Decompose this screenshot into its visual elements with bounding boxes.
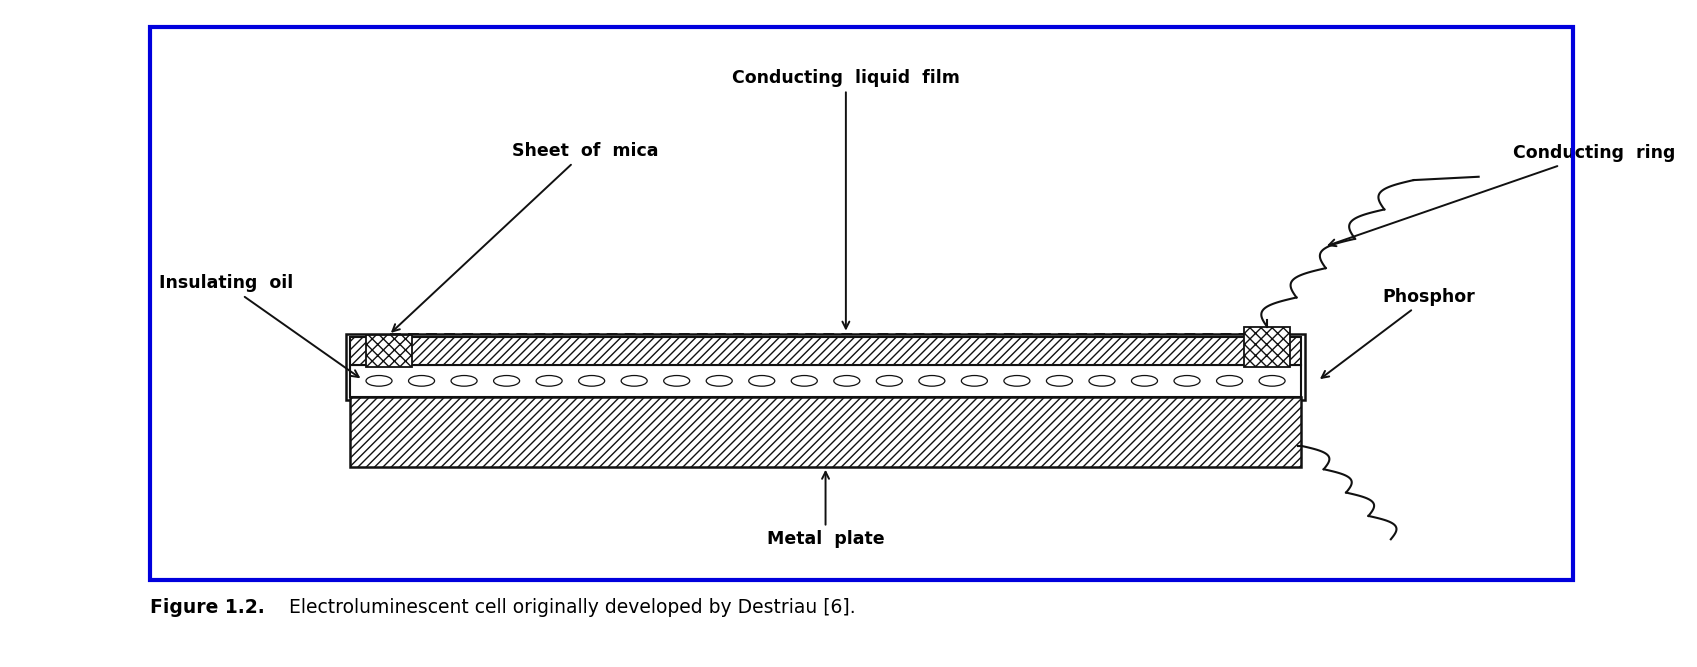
Circle shape — [706, 376, 731, 386]
Circle shape — [409, 376, 434, 386]
Circle shape — [833, 376, 860, 386]
Text: Electroluminescent cell originally developed by Destriau [6].: Electroluminescent cell originally devel… — [277, 598, 855, 617]
Bar — [350, 365, 1302, 397]
Text: Figure 1.2.: Figure 1.2. — [149, 598, 265, 617]
Bar — [149, 27, 1573, 580]
Circle shape — [962, 376, 988, 386]
Text: Insulating  oil: Insulating oil — [158, 275, 358, 377]
Circle shape — [451, 376, 477, 386]
Circle shape — [1259, 376, 1285, 386]
Circle shape — [1089, 376, 1115, 386]
Circle shape — [579, 376, 604, 386]
Circle shape — [664, 376, 689, 386]
Circle shape — [494, 376, 519, 386]
Circle shape — [367, 376, 392, 386]
Circle shape — [1174, 376, 1200, 386]
Text: Sheet  of  mica: Sheet of mica — [392, 142, 658, 331]
Text: Conducting  liquid  film: Conducting liquid film — [731, 69, 961, 329]
Circle shape — [918, 376, 945, 386]
Circle shape — [1047, 376, 1073, 386]
Text: Metal  plate: Metal plate — [767, 472, 884, 548]
Bar — [346, 334, 1305, 400]
Circle shape — [621, 376, 647, 386]
Bar — [350, 337, 1302, 365]
Circle shape — [1132, 376, 1157, 386]
Circle shape — [1005, 376, 1030, 386]
Circle shape — [791, 376, 818, 386]
Circle shape — [876, 376, 903, 386]
Text: Conducting  ring: Conducting ring — [1329, 145, 1675, 246]
Bar — [350, 397, 1302, 467]
Text: Phosphor: Phosphor — [1322, 288, 1475, 378]
Circle shape — [748, 376, 776, 386]
Circle shape — [1217, 376, 1242, 386]
Bar — [367, 335, 412, 367]
Bar — [1244, 327, 1290, 367]
Circle shape — [536, 376, 562, 386]
